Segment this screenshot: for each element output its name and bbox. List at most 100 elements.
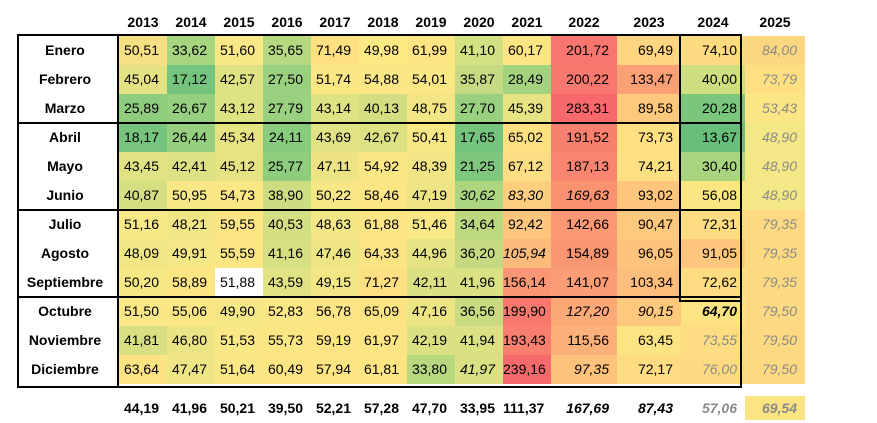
value-cell: 43,45 (119, 152, 167, 181)
value-cell: 17,65 (455, 123, 503, 152)
value-cell: 67,12 (503, 152, 551, 181)
value-cell: 59,55 (215, 210, 263, 239)
value-cell: 41,16 (263, 239, 311, 268)
value-cell: 52,83 (263, 297, 311, 326)
value-cell: 89,58 (617, 94, 681, 123)
value-cell: 30,62 (455, 181, 503, 210)
value-cell: 72,31 (681, 210, 745, 239)
value-cell: 74,21 (617, 152, 681, 181)
value-cell: 54,73 (215, 181, 263, 210)
total-cell-2023: 87,43 (617, 396, 681, 420)
value-cell: 42,67 (359, 123, 407, 152)
value-cell: 55,73 (263, 326, 311, 355)
value-cell: 61,88 (359, 210, 407, 239)
value-cell: 43,14 (311, 94, 359, 123)
value-cell: 48,21 (167, 210, 215, 239)
year-header-2019: 2019 (415, 14, 447, 30)
value-cell: 25,89 (119, 94, 167, 123)
value-cell: 154,89 (551, 239, 617, 268)
value-cell: 43,69 (311, 123, 359, 152)
value-cell: 58,46 (359, 181, 407, 210)
total-cell-2018: 57,28 (359, 396, 407, 420)
value-cell: 42,19 (407, 326, 455, 355)
value-cell: 47,47 (167, 355, 215, 384)
value-cell: 79,50 (745, 326, 805, 355)
value-cell: 83,30 (503, 181, 551, 210)
row-label-julio: Julio (48, 216, 82, 232)
value-cell: 33,80 (407, 355, 455, 384)
value-cell: 45,04 (119, 65, 167, 94)
row-label-junio: Junio (46, 187, 84, 203)
value-cell: 48,63 (311, 210, 359, 239)
total-cell-2017: 52,21 (311, 396, 359, 420)
row-label-marzo: Marzo (44, 100, 86, 116)
value-cell: 90,15 (617, 297, 681, 326)
value-cell: 48,75 (407, 94, 455, 123)
row-label-octubre: Octubre (38, 303, 92, 319)
value-cell: 61,99 (407, 36, 455, 65)
value-cell: 34,64 (455, 210, 503, 239)
value-cell: 48,90 (745, 181, 805, 210)
value-cell: 45,34 (215, 123, 263, 152)
value-cell: 73,55 (681, 326, 745, 355)
value-cell: 51,64 (215, 355, 263, 384)
value-cell: 51,53 (215, 326, 263, 355)
row-label-noviembre: Noviembre (28, 332, 102, 348)
value-cell: 283,31 (551, 94, 617, 123)
value-cell: 54,88 (359, 65, 407, 94)
value-cell: 96,05 (617, 239, 681, 268)
value-cell: 61,81 (359, 355, 407, 384)
value-cell: 49,98 (359, 36, 407, 65)
total-cell-2015: 50,21 (215, 396, 263, 420)
row-label-agosto: Agosto (40, 245, 90, 261)
year-header-2018: 2018 (367, 14, 399, 30)
value-cell: 50,22 (311, 181, 359, 210)
value-cell: 17,12 (167, 65, 215, 94)
value-cell: 57,94 (311, 355, 359, 384)
value-cell: 33,62 (167, 36, 215, 65)
quarter-separator (17, 296, 742, 298)
value-cell: 79,35 (745, 210, 805, 239)
value-cell: 42,11 (407, 268, 455, 297)
value-cell: 28,49 (503, 65, 551, 94)
value-cell: 60,49 (263, 355, 311, 384)
value-cell: 36,56 (455, 297, 503, 326)
value-cell: 49,91 (167, 239, 215, 268)
value-cell: 24,11 (263, 123, 311, 152)
value-cell: 79,35 (745, 268, 805, 297)
value-cell: 56,08 (681, 181, 745, 210)
year-header-2022: 2022 (568, 14, 600, 30)
value-cell: 63,45 (617, 326, 681, 355)
value-cell: 239,16 (503, 355, 551, 384)
value-cell: 79,50 (745, 297, 805, 326)
total-cell-2024: 57,06 (681, 396, 745, 420)
value-cell: 27,70 (455, 94, 503, 123)
value-cell: 35,87 (455, 65, 503, 94)
value-cell: 92,42 (503, 210, 551, 239)
value-cell: 73,79 (745, 65, 805, 94)
quarter-separator (17, 209, 742, 211)
value-cell: 58,89 (167, 268, 215, 297)
value-cell: 64,70 (681, 297, 745, 326)
year-header-2024: 2024 (697, 14, 729, 30)
value-cell: 55,06 (167, 297, 215, 326)
value-cell: 27,50 (263, 65, 311, 94)
label-column-separator (117, 34, 119, 388)
value-cell: 21,25 (455, 152, 503, 181)
value-cell: 51,74 (311, 65, 359, 94)
total-cell-2020: 33,95 (455, 396, 503, 420)
total-cell-2014: 41,96 (167, 396, 215, 420)
value-cell: 27,79 (263, 94, 311, 123)
value-cell: 91,05 (681, 239, 745, 268)
value-cell: 51,50 (119, 297, 167, 326)
total-cell-2019: 47,70 (407, 396, 455, 420)
value-cell: 25,77 (263, 152, 311, 181)
value-cell: 72,17 (617, 355, 681, 384)
value-cell: 51,88 (219, 274, 255, 290)
value-cell: 103,34 (617, 268, 681, 297)
value-cell: 48,90 (745, 123, 805, 152)
value-cell: 41,94 (455, 326, 503, 355)
value-cell: 201,72 (551, 36, 617, 65)
row-label-diciembre: Diciembre (31, 361, 99, 377)
value-cell: 79,35 (745, 239, 805, 268)
